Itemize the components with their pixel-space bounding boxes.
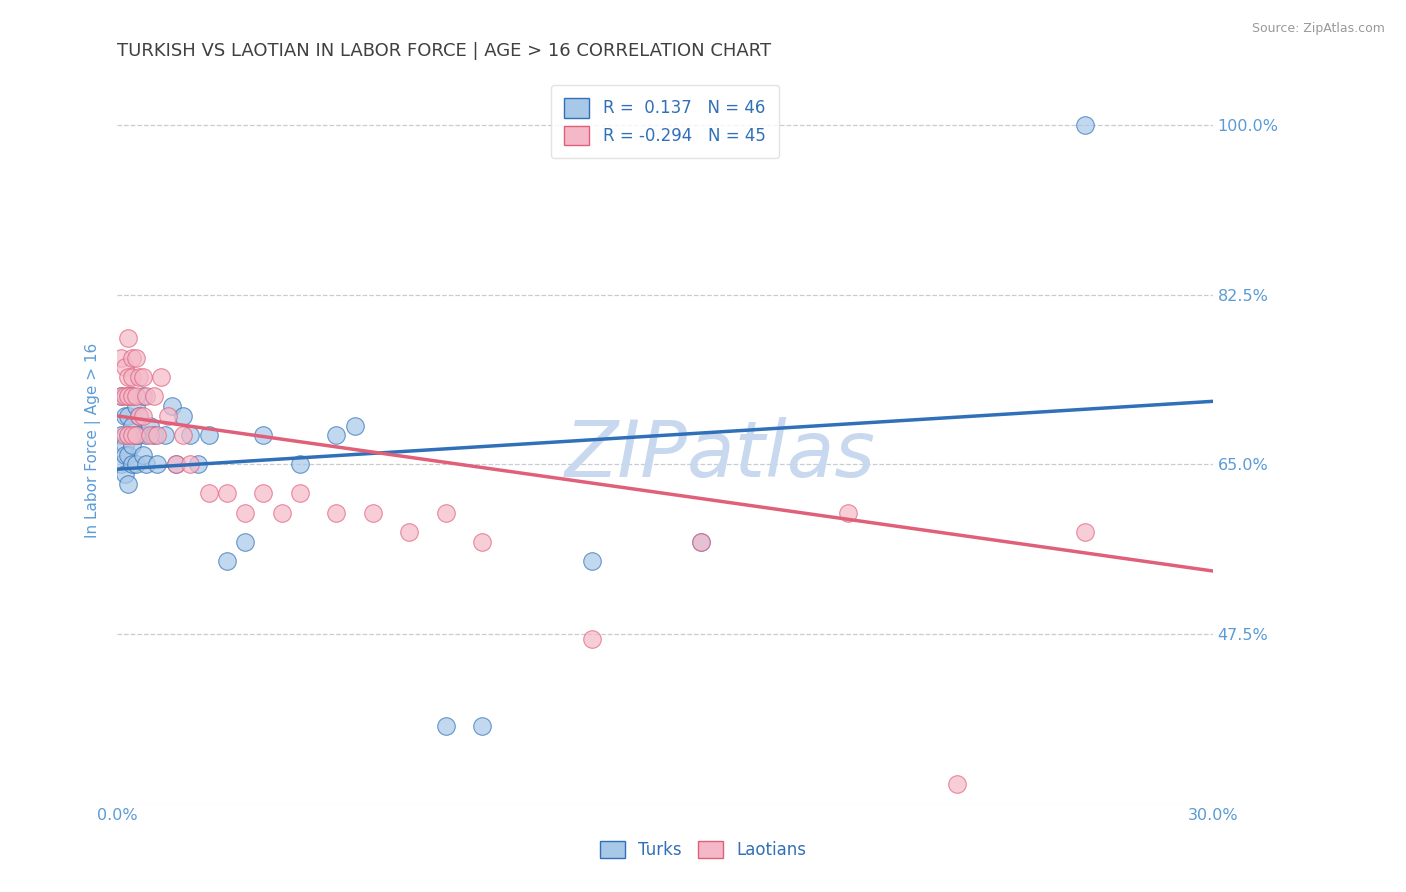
Point [165, 458, 187, 472]
Point [361, 506, 384, 520]
Point [197, 486, 219, 500]
Text: TURKISH VS LAOTIAN IN LABOR FORCE | AGE > 16 CORRELATION CHART: TURKISH VS LAOTIAN IN LABOR FORCE | AGE … [117, 42, 772, 60]
Point [132, 448, 155, 462]
Point [117, 370, 139, 384]
Point [117, 428, 139, 442]
Point [325, 428, 347, 442]
Point [215, 486, 238, 500]
Point [114, 438, 136, 452]
Point [146, 428, 169, 442]
Point [288, 458, 311, 472]
Point [117, 428, 139, 442]
Point [114, 428, 136, 442]
Point [215, 554, 238, 568]
Text: ZIPatlas: ZIPatlas [564, 417, 875, 492]
Point [117, 389, 139, 403]
Point [233, 506, 256, 520]
Point [114, 389, 136, 403]
Point [121, 351, 143, 365]
Point [132, 389, 155, 403]
Point [581, 554, 603, 568]
Point [946, 777, 969, 791]
Point [117, 476, 139, 491]
Point [187, 458, 209, 472]
Point [343, 418, 366, 433]
Point [124, 428, 146, 442]
Point [690, 534, 713, 549]
Point [128, 370, 150, 384]
Point [325, 506, 347, 520]
Point [135, 389, 157, 403]
Point [117, 448, 139, 462]
Point [114, 360, 136, 375]
Point [114, 448, 136, 462]
Point [288, 486, 311, 500]
Point [114, 409, 136, 423]
Point [434, 719, 457, 733]
Point [117, 331, 139, 345]
Point [172, 428, 194, 442]
Point [581, 632, 603, 646]
Y-axis label: In Labor Force | Age > 16: In Labor Force | Age > 16 [86, 343, 101, 538]
Point [1074, 118, 1097, 132]
Point [128, 409, 150, 423]
Point [117, 389, 139, 403]
Point [114, 467, 136, 481]
Point [139, 418, 162, 433]
Point [1074, 525, 1097, 540]
Point [117, 409, 139, 423]
Point [252, 428, 274, 442]
Point [135, 458, 157, 472]
Point [121, 438, 143, 452]
Point [124, 389, 146, 403]
Point [150, 370, 173, 384]
Point [124, 428, 146, 442]
Point [121, 389, 143, 403]
Legend: Turks, Laotians: Turks, Laotians [593, 834, 813, 866]
Point [110, 389, 132, 403]
Point [197, 428, 219, 442]
Point [172, 409, 194, 423]
Point [179, 458, 201, 472]
Point [128, 428, 150, 442]
Point [252, 486, 274, 500]
Point [142, 389, 165, 403]
Point [139, 428, 162, 442]
Point [110, 351, 132, 365]
Point [270, 506, 292, 520]
Point [121, 458, 143, 472]
Point [132, 409, 155, 423]
Point [121, 428, 143, 442]
Point [837, 506, 859, 520]
Point [157, 409, 180, 423]
Point [124, 351, 146, 365]
Point [160, 399, 183, 413]
Point [124, 399, 146, 413]
Point [690, 534, 713, 549]
Point [110, 389, 132, 403]
Point [434, 506, 457, 520]
Point [121, 389, 143, 403]
Point [233, 534, 256, 549]
Point [121, 418, 143, 433]
Point [471, 719, 494, 733]
Legend: R =  0.137   N = 46, R = -0.294   N = 45: R = 0.137 N = 46, R = -0.294 N = 45 [551, 85, 779, 159]
Text: Source: ZipAtlas.com: Source: ZipAtlas.com [1251, 22, 1385, 36]
Point [179, 428, 201, 442]
Point [128, 409, 150, 423]
Point [471, 534, 494, 549]
Point [146, 458, 169, 472]
Point [110, 458, 132, 472]
Point [135, 428, 157, 442]
Point [121, 370, 143, 384]
Point [165, 458, 187, 472]
Point [132, 370, 155, 384]
Point [142, 428, 165, 442]
Point [153, 428, 176, 442]
Point [110, 428, 132, 442]
Point [398, 525, 420, 540]
Point [124, 458, 146, 472]
